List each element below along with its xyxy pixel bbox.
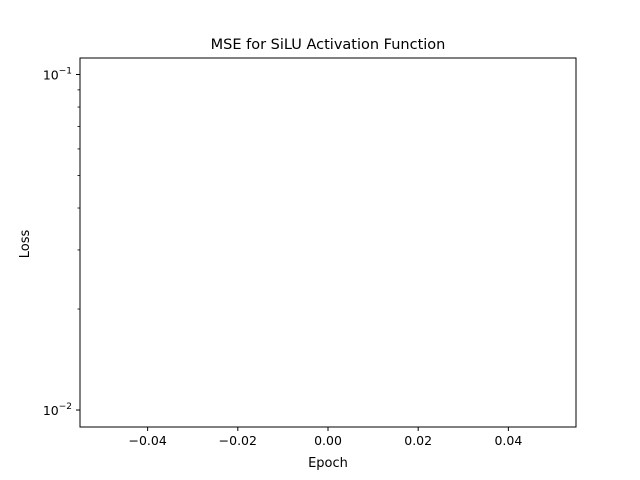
y-tick-label: 10−1 xyxy=(43,67,72,83)
x-tick-label: 0.00 xyxy=(314,433,342,448)
y-axis-ticks: 10−2 10−1 xyxy=(43,67,80,418)
x-tick-label: −0.04 xyxy=(128,433,166,448)
x-axis-ticks: −0.04 −0.02 0.00 0.02 0.04 xyxy=(128,427,522,448)
x-tick-label: 0.02 xyxy=(404,433,432,448)
x-tick-label: 0.04 xyxy=(494,433,522,448)
x-tick-label: −0.02 xyxy=(219,433,257,448)
y-tick-label: 10−2 xyxy=(43,402,72,418)
chart-title: MSE for SiLU Activation Function xyxy=(211,37,446,53)
x-axis-label: Epoch xyxy=(308,456,348,471)
y-axis-label: Loss xyxy=(18,230,33,259)
